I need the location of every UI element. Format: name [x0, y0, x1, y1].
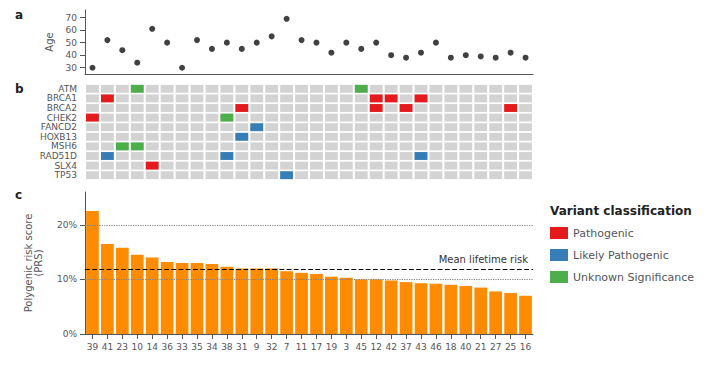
svg-text:46: 46	[430, 342, 442, 352]
svg-text:30: 30	[66, 63, 78, 73]
svg-text:RAD51D: RAD51D	[40, 151, 77, 161]
svg-text:MSH6: MSH6	[51, 141, 77, 151]
svg-text:HOXB13: HOXB13	[40, 132, 77, 142]
svg-text:32: 32	[266, 342, 277, 352]
svg-text:35: 35	[191, 342, 202, 352]
svg-text:20%: 20%	[57, 220, 77, 230]
svg-text:10: 10	[132, 342, 144, 352]
svg-text:42: 42	[385, 342, 396, 352]
svg-text:BRCA1: BRCA1	[47, 93, 77, 103]
svg-text:25: 25	[505, 342, 516, 352]
svg-text:23: 23	[117, 342, 128, 352]
svg-text:Likely Pathogenic: Likely Pathogenic	[573, 249, 669, 262]
svg-text:Variant classification: Variant classification	[550, 204, 692, 218]
svg-text:TP53: TP53	[54, 170, 77, 180]
svg-text:40: 40	[66, 50, 78, 60]
svg-text:a: a	[15, 8, 23, 22]
svg-text:70: 70	[66, 13, 78, 23]
svg-text:Mean lifetime risk: Mean lifetime risk	[439, 254, 529, 265]
svg-text:ATM: ATM	[58, 84, 77, 94]
svg-text:41: 41	[102, 342, 113, 352]
svg-text:45: 45	[356, 342, 367, 352]
svg-text:40: 40	[460, 342, 472, 352]
svg-text:14: 14	[146, 342, 158, 352]
svg-text:21: 21	[475, 342, 486, 352]
svg-text:39: 39	[87, 342, 99, 352]
svg-text:11: 11	[296, 342, 307, 352]
svg-text:33: 33	[176, 342, 187, 352]
svg-text:50: 50	[66, 38, 78, 48]
svg-text:18: 18	[445, 342, 457, 352]
svg-text:27: 27	[490, 342, 501, 352]
svg-text:BRCA2: BRCA2	[47, 103, 77, 113]
svg-text:37: 37	[400, 342, 411, 352]
svg-text:7: 7	[284, 342, 290, 352]
svg-text:9: 9	[254, 342, 260, 352]
svg-text:38: 38	[221, 342, 233, 352]
svg-text:31: 31	[236, 342, 247, 352]
svg-text:43: 43	[415, 342, 426, 352]
svg-text:36: 36	[161, 342, 173, 352]
svg-text:3: 3	[343, 342, 349, 352]
svg-text:Unknown Significance: Unknown Significance	[573, 271, 694, 284]
svg-text:c: c	[15, 188, 22, 202]
svg-text:16: 16	[520, 342, 532, 352]
svg-text:Polygenic risk score: Polygenic risk score	[22, 213, 34, 313]
svg-text:Pathogenic: Pathogenic	[573, 227, 634, 240]
svg-text:SLX4: SLX4	[54, 161, 77, 171]
svg-text:Age: Age	[44, 32, 55, 51]
svg-text:19: 19	[326, 342, 338, 352]
svg-text:34: 34	[206, 342, 218, 352]
svg-text:(PRS): (PRS)	[33, 249, 44, 276]
svg-text:CHEK2: CHEK2	[47, 113, 77, 123]
svg-text:10%: 10%	[57, 274, 77, 284]
svg-text:FANCD2: FANCD2	[41, 122, 77, 132]
svg-text:0%: 0%	[63, 329, 78, 339]
svg-text:17: 17	[311, 342, 322, 352]
svg-text:12: 12	[370, 342, 381, 352]
svg-text:60: 60	[66, 25, 78, 35]
svg-text:b: b	[15, 82, 24, 96]
